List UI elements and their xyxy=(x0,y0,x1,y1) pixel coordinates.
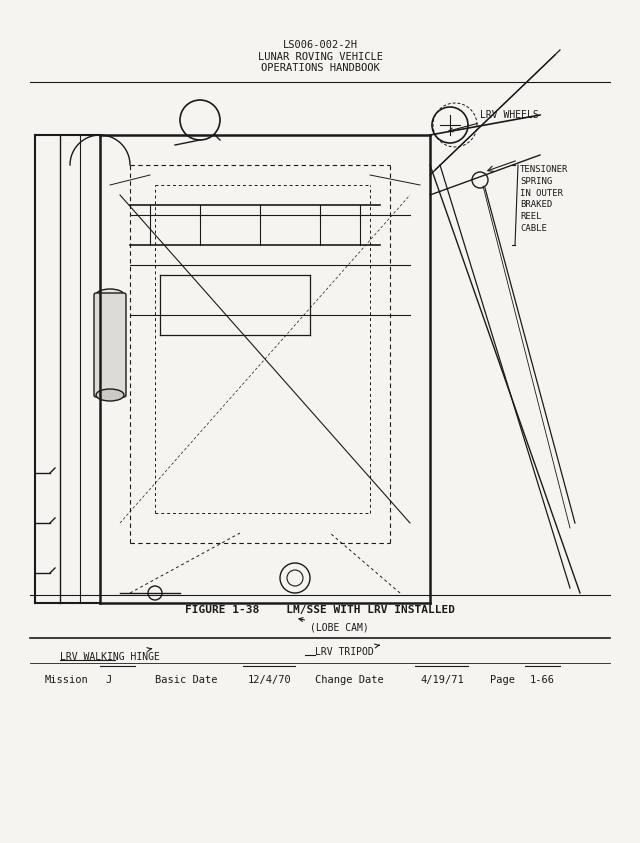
Ellipse shape xyxy=(96,389,124,401)
Text: (LOBE CAM): (LOBE CAM) xyxy=(299,618,369,632)
Text: LUNAR ROVING VEHICLE: LUNAR ROVING VEHICLE xyxy=(257,52,383,62)
Text: LS006-002-2H: LS006-002-2H xyxy=(282,40,358,50)
Text: FIGURE 1-38    LM/SSE WITH LRV INSTALLED: FIGURE 1-38 LM/SSE WITH LRV INSTALLED xyxy=(185,605,455,615)
Ellipse shape xyxy=(96,289,124,301)
Text: LRV TRIPOD: LRV TRIPOD xyxy=(315,644,380,657)
Text: Basic Date: Basic Date xyxy=(155,675,218,685)
Text: LRV WALKING HINGE: LRV WALKING HINGE xyxy=(60,647,160,662)
Text: 1-66: 1-66 xyxy=(530,675,555,685)
Text: LRV WHEELS: LRV WHEELS xyxy=(449,110,539,132)
Text: Page: Page xyxy=(490,675,515,685)
Text: Change Date: Change Date xyxy=(315,675,384,685)
Text: J: J xyxy=(105,675,111,685)
Text: TENSIONER
SPRING
IN OUTER
BRAKED
REEL
CABLE: TENSIONER SPRING IN OUTER BRAKED REEL CA… xyxy=(520,165,568,233)
Text: OPERATIONS HANDBOOK: OPERATIONS HANDBOOK xyxy=(260,63,380,73)
Text: 4/19/71: 4/19/71 xyxy=(420,675,464,685)
Text: Mission: Mission xyxy=(45,675,89,685)
FancyBboxPatch shape xyxy=(94,293,126,397)
Text: 12/4/70: 12/4/70 xyxy=(248,675,292,685)
